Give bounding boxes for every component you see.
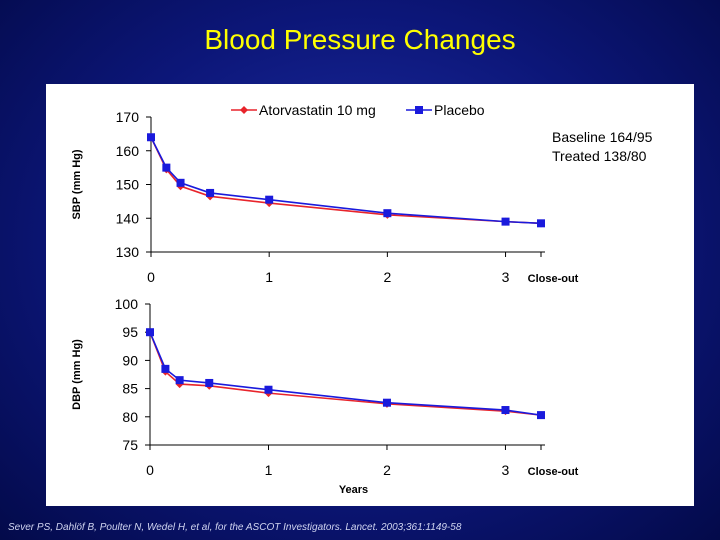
dbp-x-tick-label: 1 [265,462,273,478]
slide-title: Blood Pressure Changes [204,24,516,55]
sbp-y-axis-title: SBP (mm Hg) [71,149,83,219]
sbp-point-placebo [147,133,155,142]
dbp-x-tick-label: 3 [502,462,510,478]
sbp-point-placebo [383,209,392,218]
treated-note: Treated 138/80 [552,148,647,164]
dbp-point-placebo [501,406,510,415]
sbp-point-placebo [501,217,510,226]
dbp-y-tick-label: 85 [122,381,138,397]
sbp-x-tick-label: 3 [502,269,510,285]
sbp-x-tick-label: 1 [265,269,273,285]
sbp-x-tick-label: 0 [147,269,155,285]
sbp-x-tick-label: 2 [383,269,391,285]
dbp-y-axis-title: DBP (mm Hg) [71,339,83,410]
sbp-y-tick-label: 170 [116,109,140,125]
dbp-point-placebo [146,328,154,337]
sbp-x-tick-label: Close-out [528,273,579,285]
citation: Sever PS, Dahlöf B, Poulter N, Wedel H, … [8,522,462,533]
legend-marker-placebo [415,106,423,114]
dbp-x-tick-label: 2 [383,462,391,478]
sbp-series-line-atorvastatin [150,136,542,225]
legend-marker-atorvastatin [240,106,248,114]
dbp-y-tick-label: 80 [122,409,138,425]
sbp-y-tick-label: 140 [116,210,140,226]
sbp-point-placebo [265,195,274,204]
sbp-point-placebo [537,219,545,228]
sbp-y-tick-label: 160 [116,143,140,159]
chart-panel: 130 140 150 160 170 0 1 2 3 Close-out SBP (mm Hg) A… [46,84,694,506]
dbp-point-placebo [264,385,273,394]
sbp-point-placebo [162,163,171,172]
sbp-y-tick-label: 130 [116,244,140,260]
dbp-y-tick-label: 75 [122,437,138,453]
dbp-series-line-placebo [149,331,542,416]
dbp-x-tick-label: Close-out [528,466,579,478]
dbp-point-placebo [205,378,214,387]
dbp-x-tick-label: 0 [146,462,154,478]
dbp-y-tick-label: 90 [122,352,138,368]
dbp-series-line-atorvastatin [149,331,542,416]
sbp-y-tick-label: 150 [116,177,140,193]
sbp-point-placebo [206,188,215,197]
dbp-point-placebo [537,411,545,420]
dbp-point-placebo [161,364,170,373]
dbp-y-tick-label: 95 [122,324,138,340]
dbp-y-tick-label: 100 [115,296,139,312]
sbp-point-placebo [176,178,185,187]
dbp-point-placebo [175,376,184,385]
legend-label-atorvastatin: Atorvastatin 10 mg [259,102,376,118]
dbp-point-placebo [382,398,391,407]
baseline-note: Baseline 164/95 [552,129,653,145]
dbp-x-axis-title: Years [339,484,368,496]
legend-label-placebo: Placebo [434,102,485,118]
